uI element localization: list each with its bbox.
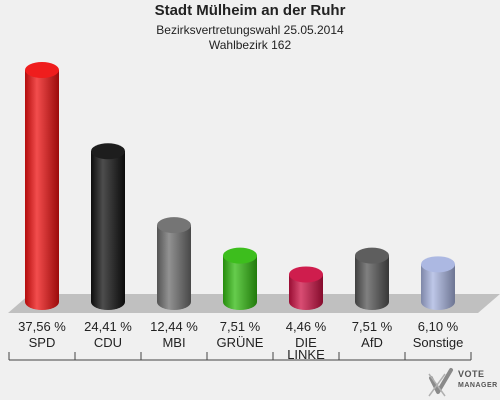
category-label-mbi: MBI xyxy=(162,335,186,350)
vote-manager-logo xyxy=(428,368,453,397)
checkmark-icon xyxy=(428,368,453,397)
logo-text-vote: VOTE xyxy=(458,369,485,379)
value-label-spd: 37,56 % xyxy=(18,319,66,334)
value-label-mbi: 12,44 % xyxy=(150,319,198,334)
value-label-die-linke: 4,46 % xyxy=(285,319,327,334)
bar-afd xyxy=(355,247,389,310)
category-label-gr-ne: GRÜNE xyxy=(216,335,264,350)
value-label-gr-ne: 7,51 % xyxy=(219,319,261,334)
bar-spd xyxy=(25,62,59,310)
category-label-die-linke: DIE LINKE xyxy=(287,335,325,362)
chart-subtitle: Bezirksvertretungswahl 25.05.2014 xyxy=(156,23,344,37)
category-label-spd: SPD xyxy=(28,335,56,350)
value-label-cdu: 24,41 % xyxy=(84,319,132,334)
logo-text-manager: MANAGER xyxy=(458,382,498,389)
bar-sonstige xyxy=(421,256,455,310)
value-label-afd: 7,51 % xyxy=(351,319,393,334)
chart-title: Stadt Mülheim an der Ruhr xyxy=(154,2,346,19)
category-label-afd: AfD xyxy=(361,335,383,350)
value-label-sonstige: 6,10 % xyxy=(417,319,459,334)
category-label-sonstige: Sonstige xyxy=(412,335,464,350)
bar-mbi xyxy=(157,217,191,310)
bar-cdu xyxy=(91,143,125,310)
district-label: Wahlbezirk 162 xyxy=(208,38,292,52)
category-label-cdu: CDU xyxy=(93,335,123,350)
bar-gr-ne xyxy=(223,247,257,310)
bar-die-linke xyxy=(289,266,323,310)
